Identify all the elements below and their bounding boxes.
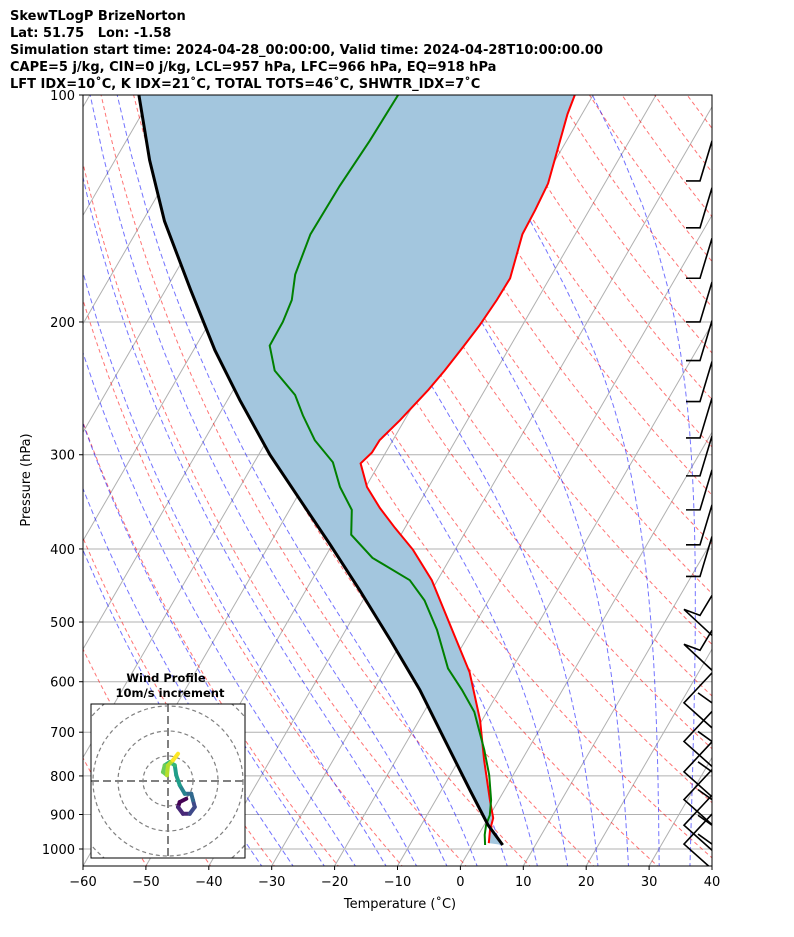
moist-adiabat-line [721, 95, 749, 868]
x-axis-label: Temperature (˚C) [343, 896, 456, 912]
y-tick-label: 300 [50, 449, 75, 464]
y-tick-label: 700 [50, 726, 75, 741]
isotherm-line [460, 431, 712, 866]
isotherm-line [83, 95, 91, 108]
isotherm-line [208, 95, 657, 866]
dry-adiabat-line [523, 95, 712, 354]
dry-adiabat-line [83, 420, 339, 866]
title-indices: LFT IDX=10˚C, K IDX=21˚C, TOTAL TOTS=46˚… [10, 77, 481, 92]
dry-adiabat-line [426, 95, 712, 496]
profile-curves [137, 95, 576, 846]
dry-adiabat-line [491, 95, 712, 401]
y-tick-label: 600 [50, 676, 75, 691]
y-tick-label: 400 [50, 543, 75, 558]
x-tick-label: 40 [704, 875, 721, 890]
x-tick-label: −10 [384, 875, 411, 890]
wind-barb [686, 397, 712, 439]
wind-barb [682, 672, 712, 729]
wind-barb [686, 187, 712, 229]
hodograph-frame [90, 703, 246, 859]
title-times: Simulation start time: 2024-04-28_00:00:… [10, 43, 603, 58]
dry-adiabat-line [720, 95, 794, 868]
x-tick-label: 0 [456, 875, 464, 890]
dry-adiabat-line [654, 95, 712, 173]
moist-adiabat-line [116, 95, 478, 866]
hodograph-inset: Wind Profile 10m/s increment [90, 671, 246, 859]
moist-adiabat-line [462, 95, 660, 866]
wind-barb [686, 281, 712, 323]
x-tick-label: −30 [258, 875, 285, 890]
hodograph-title-line2: 10m/s increment [116, 686, 225, 700]
dry-adiabat-line [83, 865, 84, 866]
dry-adiabat-line [393, 95, 712, 545]
y-tick-label: 200 [50, 316, 75, 331]
dewpoint-line [268, 95, 493, 846]
moist-adiabat-line [83, 175, 418, 866]
dry-adiabat-line [83, 161, 467, 866]
parcel-line [137, 95, 504, 846]
wind-barb [682, 710, 712, 768]
moist-adiabat-line [83, 421, 325, 866]
dry-adiabat-line [263, 95, 712, 750]
isotherm-line [83, 95, 217, 325]
isotherm-line [711, 865, 712, 866]
y-axis-label: Pressure (hPa) [19, 433, 34, 526]
moist-adiabat-line [591, 95, 696, 866]
y-tick-label: 800 [50, 770, 75, 785]
wind-barb [686, 140, 712, 182]
wind-barb [686, 361, 712, 403]
axes: −60 −50 −40 −30 −20 −10 0 10 20 30 40 100 200 300 400 5… [42, 89, 720, 890]
wind-barb [682, 769, 712, 826]
wind-barb [686, 504, 712, 546]
moist-adiabat-line [89, 95, 448, 866]
dry-adiabat-line [165, 95, 659, 866]
wind-barb [686, 320, 712, 362]
wind-barb [682, 741, 712, 798]
x-tick-label: −60 [69, 875, 96, 890]
hodograph-segment [171, 751, 180, 763]
dry-adiabat-line [556, 95, 712, 308]
wind-barb [682, 813, 712, 866]
moist-adiabat-line [83, 270, 387, 866]
wind-barb [682, 794, 712, 851]
x-tick-label: −40 [195, 875, 222, 890]
isotherm-line [271, 105, 712, 866]
wind-barb [683, 594, 712, 636]
x-tick-label: 10 [515, 875, 532, 890]
hodograph-title-line1: Wind Profile [126, 671, 206, 685]
moist-adiabat-line [83, 351, 356, 866]
wind-barb [686, 435, 712, 477]
dry-adiabat-line [752, 95, 794, 868]
y-tick-label: 900 [50, 808, 75, 823]
wind-barb [683, 629, 712, 671]
moist-adiabat-line [752, 95, 794, 868]
wind-barb [686, 469, 712, 511]
title-station: SkewTLogP BrizeNorton [10, 9, 186, 24]
title-cape: CAPE=5 j/kg, CIN=0 j/kg, LCL=957 hPa, LF… [10, 60, 497, 75]
y-tick-label: 500 [50, 616, 75, 631]
wind-barb [686, 536, 712, 578]
title-latlon: Lat: 51.75 Lon: -1.58 [10, 26, 172, 41]
moist-adiabat-line [363, 95, 629, 866]
isotherm-line [585, 648, 712, 866]
chart-title: SkewTLogP BrizeNorton Lat: 51.75 Lon: -1… [10, 8, 603, 93]
dry-adiabat-line [0, 95, 20, 868]
moist-adiabat-line [289, 95, 599, 866]
isotherm-line [334, 214, 712, 866]
dry-adiabat-line [295, 95, 712, 697]
x-tick-label: −20 [321, 875, 348, 890]
wind-barb [686, 238, 712, 280]
wind-barbs [682, 140, 712, 866]
y-tick-label: 100 [50, 89, 75, 104]
cin-shading [138, 95, 575, 845]
x-tick-label: 20 [578, 875, 595, 890]
x-tick-label: −50 [132, 875, 159, 890]
x-tick-label: 30 [641, 875, 658, 890]
isotherm-line [522, 539, 712, 866]
y-tick-label: 1000 [42, 843, 75, 858]
dry-adiabat-line [83, 298, 403, 866]
